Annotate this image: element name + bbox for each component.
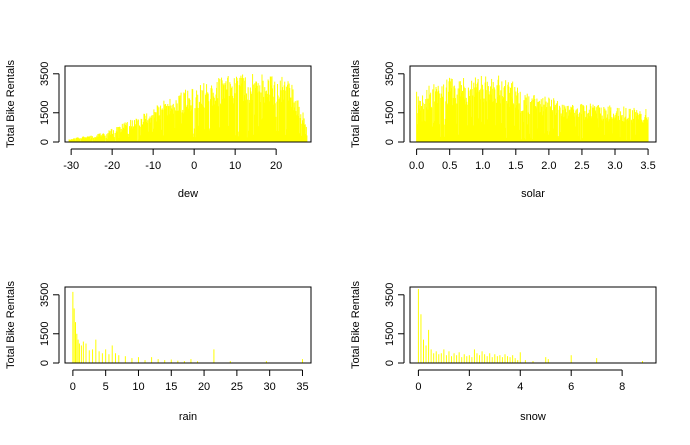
x-tick-label: 1.5 [508,160,523,172]
y-axis: 0 1500 3500 [384,62,405,145]
x-tick-label: 5 [103,381,109,393]
y-axis: 0 1500 3500 [39,283,60,366]
x-tick-label: 8 [619,381,625,393]
x-tick-label: 3.5 [640,160,655,172]
x-tick-label: 2.5 [574,160,589,172]
plot-box [409,286,657,364]
x-tick-label: 0.0 [409,160,424,172]
x-axis: -30 -20 -10 0 10 20 [63,148,282,172]
x-tick-label: -30 [63,160,79,172]
x-tick-label: 0.5 [442,160,457,172]
x-tick-label: 20 [198,381,210,393]
bars [417,288,643,363]
x-axis-label: dew [178,188,198,200]
x-tick-label: -10 [145,160,161,172]
x-axis-label: rain [179,411,197,423]
x-tick-label: 25 [231,381,243,393]
x-axis: 0 2 4 6 8 [415,369,625,393]
x-axis-label: solar [521,188,545,200]
panel-rain: 0 5 10 15 20 25 30 35 0 1500 3500 rain Total Bike Re… [5,280,312,423]
x-tick-label: 10 [229,160,241,172]
y-axis-label: Total Bike Rentals [5,59,17,148]
y-axis: 0 1500 3500 [384,283,405,366]
y-axis-label: Total Bike Rentals [5,280,17,369]
x-tick-label: 20 [270,160,282,172]
bars [416,75,649,142]
panel-dew: -30 -20 -10 0 10 20 0 1500 3500 dew Total Bike Ren… [5,59,312,200]
x-tick-label: 3.0 [607,160,622,172]
x-tick-label: 0 [70,381,76,393]
x-tick-label: 10 [132,381,144,393]
y-tick-label: 0 [39,139,51,145]
y-tick-label: 0 [384,139,396,145]
x-tick-label: -20 [104,160,120,172]
x-axis: 0.0 0.5 1.0 1.5 2.0 2.5 3.0 3.5 [409,148,656,172]
x-tick-label: 6 [568,381,574,393]
bars [72,291,303,363]
x-tick-label: 0 [415,381,421,393]
y-axis: 0 1500 3500 [39,62,60,145]
x-tick-label: 1.0 [475,160,490,172]
y-tick-label: 3500 [39,283,51,307]
bars [68,74,308,142]
y-axis-label: Total Bike Rentals [350,59,362,148]
plot-box [409,65,657,143]
x-tick-label: 2 [466,381,472,393]
y-tick-label: 1500 [384,322,396,346]
x-tick-label: 35 [296,381,308,393]
x-axis-label: snow [520,411,546,423]
x-tick-label: 2.0 [541,160,556,172]
y-tick-label: 3500 [384,62,396,86]
x-tick-label: 0 [191,160,197,172]
x-axis: 0 5 10 15 20 25 30 35 [70,369,309,393]
y-tick-label: 1500 [39,322,51,346]
y-tick-label: 3500 [384,283,396,307]
x-tick-label: 15 [165,381,177,393]
plot-box [64,286,312,364]
panel-snow: 0 2 4 6 8 0 1500 3500 snow Total Bike Rentals [350,280,657,423]
y-tick-label: 1500 [384,101,396,125]
y-tick-label: 3500 [39,62,51,86]
y-tick-label: 0 [384,360,396,366]
panel-solar: 0.0 0.5 1.0 1.5 2.0 2.5 3.0 3.5 0 1500 3500 solar To… [350,59,657,200]
y-tick-label: 1500 [39,101,51,125]
y-axis-label: Total Bike Rentals [350,280,362,369]
x-tick-label: 4 [517,381,523,393]
plot-box [64,65,312,143]
y-tick-label: 0 [39,360,51,366]
x-tick-label: 30 [264,381,276,393]
